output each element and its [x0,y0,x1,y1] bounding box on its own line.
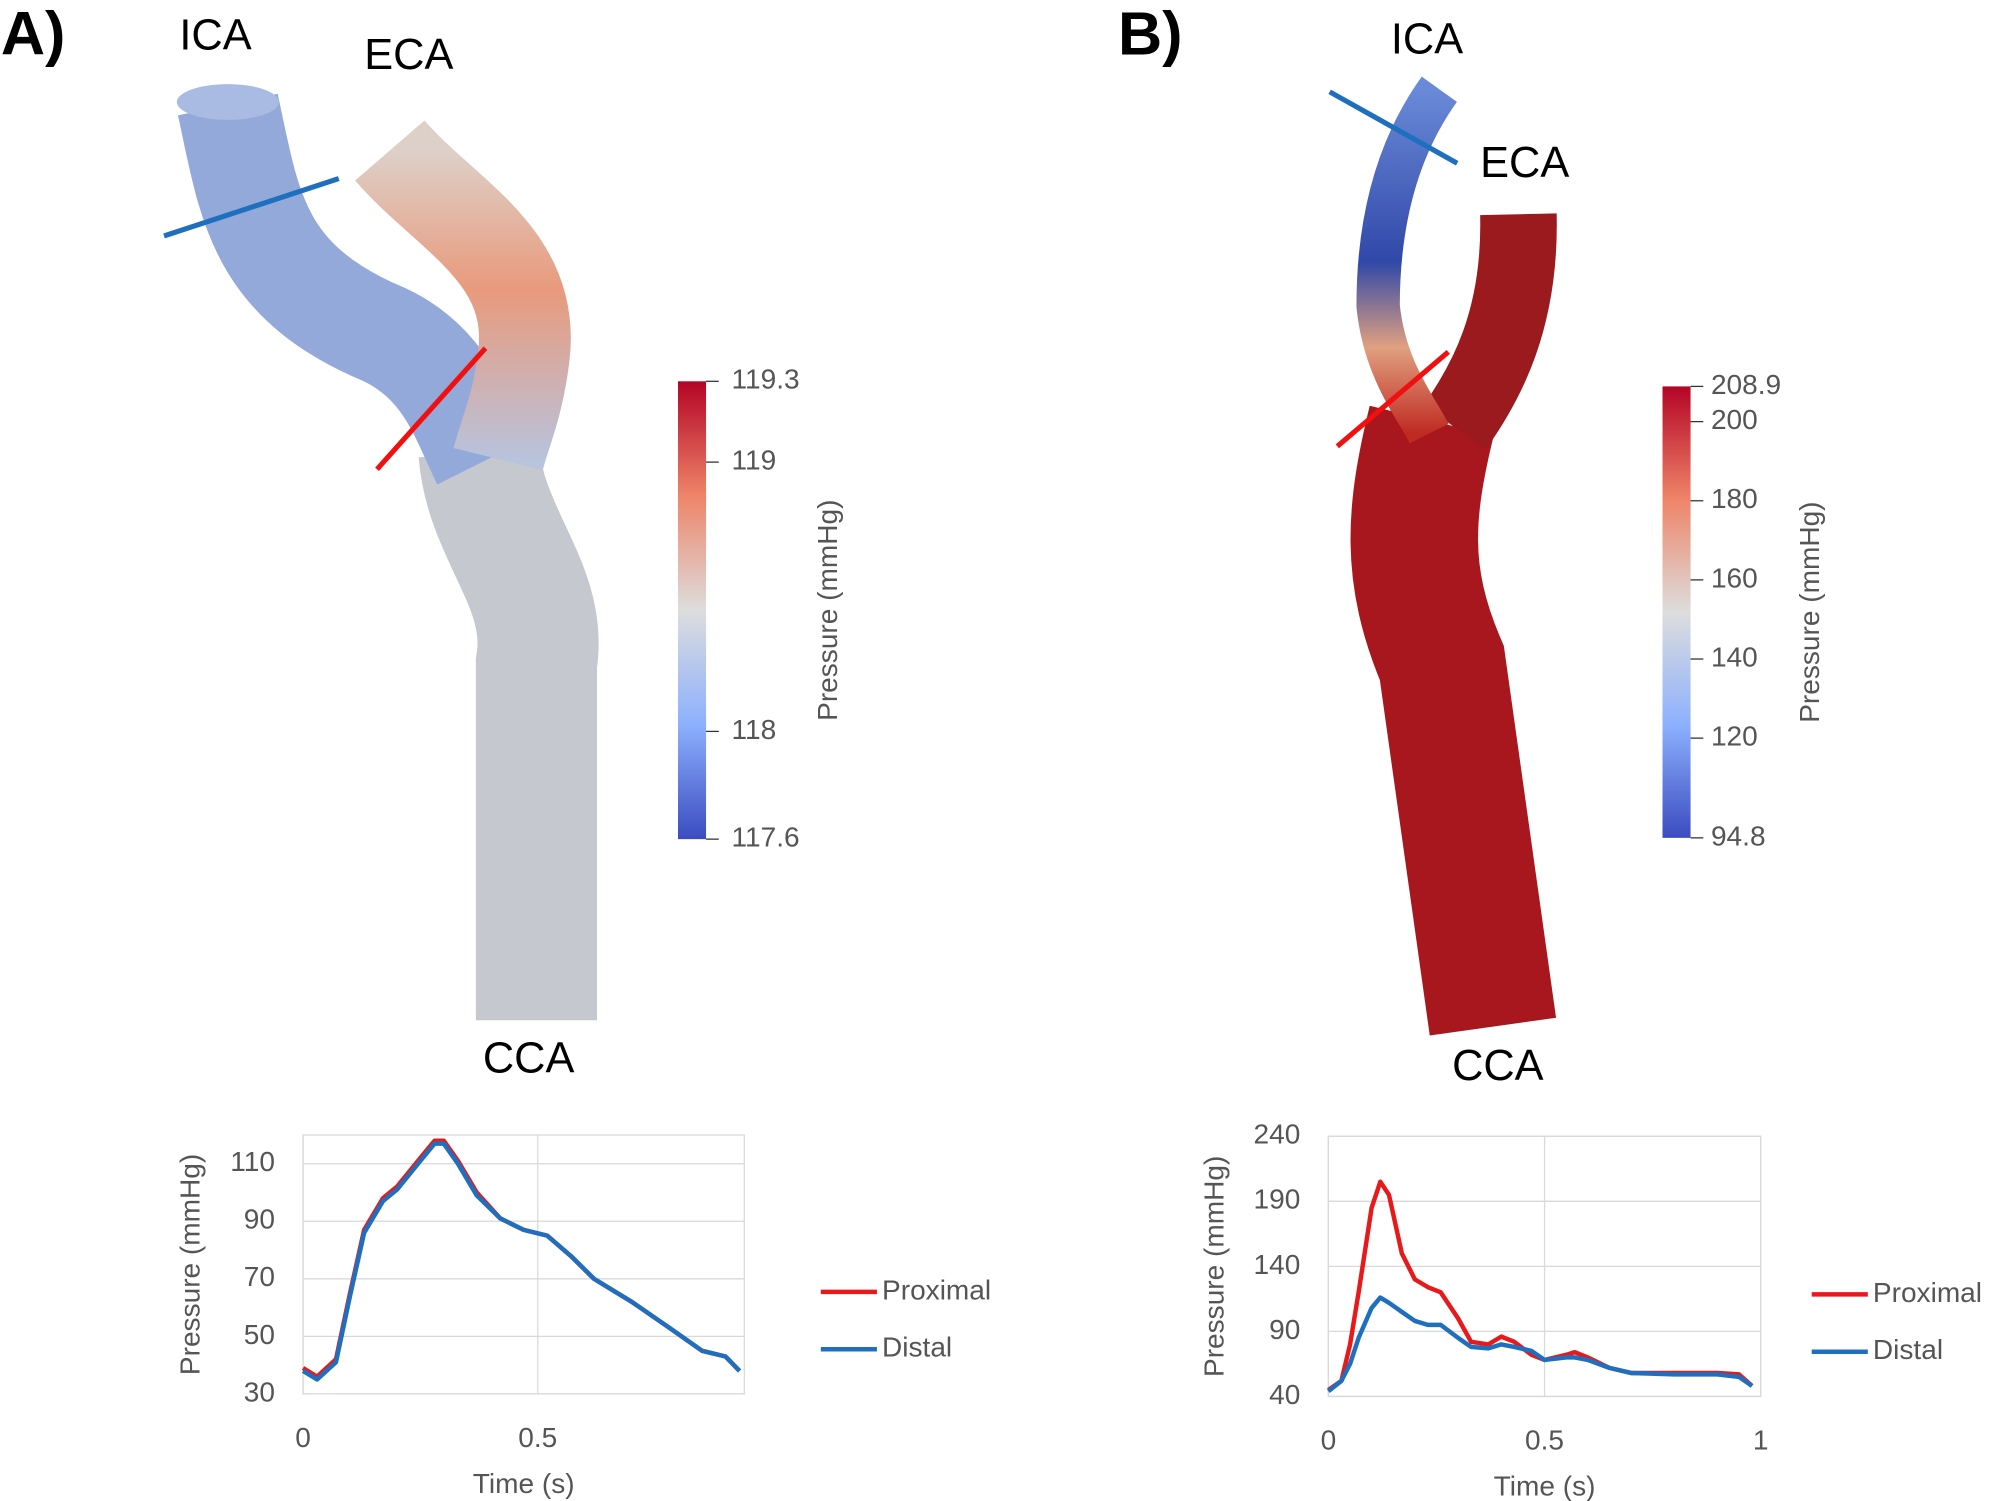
y-tick-label: 40 [1269,1379,1300,1410]
panel-label: A) [1,0,66,67]
colorbar-tick-label: 118 [732,714,777,745]
colorbar-tick-label: 160 [1711,562,1758,593]
y-axis-title: Pressure (mmHg) [175,1154,206,1375]
x-tick-label: 0 [295,1422,311,1453]
x-tick-label: 1 [1753,1425,1769,1456]
legend-label: Proximal [1873,1277,1982,1308]
legend-label: Distal [1873,1334,1943,1365]
y-tick-label: 30 [244,1376,275,1407]
data-line [1326,1295,1754,1393]
vessel-label: CCA [1452,1042,1544,1090]
y-tick-label: 240 [1254,1119,1301,1150]
colorbar-tick-label: 208.9 [1711,369,1781,400]
data-line [301,1138,742,1379]
vessel-label: ECA [1480,139,1569,187]
y-tick-label: 50 [244,1319,275,1350]
y-tick-label: 90 [244,1204,275,1235]
colorbar-tick-label: 117.6 [732,822,800,853]
plot-frame [302,1134,745,1395]
colorbar-tick-label: 119.3 [732,364,800,395]
y-tick-label: 140 [1254,1249,1301,1280]
vessel-render-b [1328,76,1557,1036]
vessel-label: ECA [364,31,453,79]
legend-label: Distal [882,1332,952,1363]
vessel-label: ICA [1391,16,1463,64]
x-tick-label: 0.5 [1525,1425,1564,1456]
vessel-label: ICA [179,12,251,60]
colorbar-tick-label: 180 [1711,483,1758,514]
colorbar-tick-label: 120 [1711,721,1758,752]
colorbar-title: Pressure (mmHg) [812,500,843,721]
y-axis-title: Pressure (mmHg) [1199,1156,1230,1377]
colorbar-tick-label: 94.8 [1711,820,1766,851]
panel-label: B) [1118,0,1183,67]
x-axis-title: Time (s) [473,1468,575,1499]
y-tick-label: 70 [244,1261,275,1292]
colorbar-tick-label: 140 [1711,641,1758,672]
vessel-render-a [163,84,599,1021]
legend-label: Proximal [882,1274,991,1305]
colorbar-title: Pressure (mmHg) [1794,501,1825,722]
vessel-label: CCA [483,1034,575,1082]
y-tick-label: 90 [1269,1314,1300,1345]
x-tick-label: 0 [1321,1425,1337,1456]
colorbar-tick-label: 200 [1711,404,1758,435]
colorbar [1662,386,1691,838]
x-axis-title: Time (s) [1494,1471,1596,1501]
y-tick-label: 110 [230,1146,275,1177]
colorbar [677,381,707,840]
x-tick-label: 0.5 [518,1422,557,1453]
colorbar-tick-label: 119 [732,445,777,476]
data-line [301,1141,742,1382]
y-tick-label: 190 [1254,1184,1301,1215]
